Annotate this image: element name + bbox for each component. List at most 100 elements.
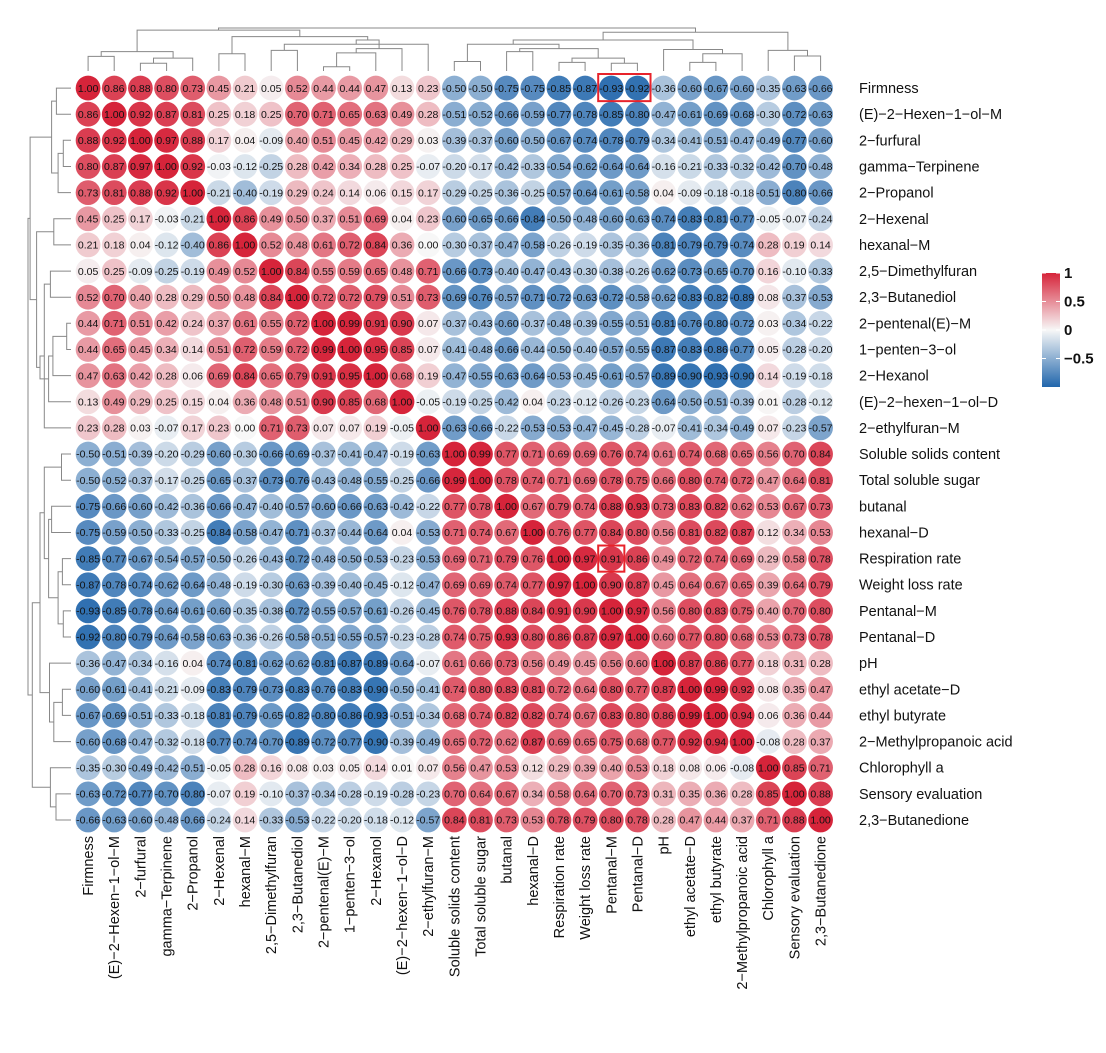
cell-value: 0.44 [810, 710, 831, 722]
cell-circle [206, 441, 232, 467]
cell-circle [651, 206, 676, 232]
cell-circle [363, 363, 389, 389]
cell-value: 0.40 [287, 135, 308, 147]
cell-value: 0.90 [575, 606, 596, 618]
cell-circle [415, 101, 441, 127]
cell-value: 1.00 [523, 527, 544, 539]
column-label: 2−Methylpropanoic acid [735, 836, 751, 990]
cell-circle [389, 75, 415, 101]
cell-circle [75, 127, 101, 153]
cell-value: 0.65 [444, 736, 465, 748]
cell-value: -0.18 [181, 736, 205, 748]
cell-value: 0.66 [470, 658, 491, 670]
dendrogram-branch [55, 87, 71, 115]
cell-value: -0.68 [730, 109, 754, 121]
cell-circle [127, 75, 153, 101]
cell-value: 0.67 [523, 501, 544, 513]
cell-value: -0.92 [76, 632, 100, 644]
cell-value: -0.74 [233, 736, 257, 748]
cell-value: -0.20 [338, 815, 362, 827]
cell-value: 0.68 [366, 396, 387, 408]
cell-value: -0.50 [76, 475, 100, 487]
cell-value: 0.85 [339, 396, 360, 408]
cell-value: 0.83 [706, 606, 727, 618]
cell-value: -0.75 [495, 83, 519, 95]
cell-circle [468, 337, 493, 362]
cell-value: -0.87 [573, 83, 597, 95]
cell-value: -0.84 [521, 213, 545, 225]
cell-value: 1.00 [339, 344, 360, 356]
cell-value: -0.30 [233, 449, 257, 461]
cell-circle [625, 258, 650, 284]
cell-value: -0.69 [442, 292, 466, 304]
cell-circle [546, 520, 572, 545]
cell-circle [389, 258, 415, 284]
column-label: Weight loss rate [578, 836, 594, 940]
cell-value: -0.19 [782, 370, 806, 382]
cell-value: 0.78 [470, 501, 491, 513]
cell-value: 1.00 [732, 736, 753, 748]
cell-circle [625, 389, 650, 415]
cell-value: 0.78 [810, 553, 831, 565]
cell-circle [468, 75, 493, 101]
cell-value: 0.45 [130, 344, 151, 356]
cell-circle [782, 154, 807, 179]
cell-circle [625, 337, 650, 362]
row-label: Firmness [859, 81, 919, 97]
cell-value: -0.78 [573, 109, 597, 121]
cell-value: 0.77 [627, 684, 648, 696]
cell-circle [598, 284, 624, 310]
cell-value: 0.48 [392, 266, 413, 278]
cell-value: -0.09 [128, 266, 152, 278]
cell-value: -0.60 [495, 318, 519, 330]
cell-value: 0.69 [575, 475, 596, 487]
cell-value: 0.82 [496, 710, 517, 722]
cell-value: 0.92 [156, 187, 177, 199]
cell-value: -0.58 [625, 187, 649, 199]
cell-value: -0.55 [625, 344, 649, 356]
cell-value: 0.73 [496, 658, 517, 670]
cell-value: -0.66 [469, 423, 493, 435]
cell-value: 0.99 [444, 475, 465, 487]
cell-value: -0.25 [521, 187, 545, 199]
cell-circle [258, 258, 284, 284]
cell-circle [625, 154, 650, 179]
cell-value: 0.87 [523, 736, 544, 748]
cell-value: 0.47 [78, 370, 99, 382]
cell-value: -0.73 [469, 266, 493, 278]
cell-value: 0.59 [261, 344, 282, 356]
cell-value: 0.62 [496, 736, 517, 748]
cell-value: -0.47 [730, 135, 754, 147]
cell-value: 0.31 [653, 789, 674, 801]
cell-circle [782, 258, 807, 284]
cell-value: -0.34 [704, 423, 728, 435]
cell-value: 0.71 [418, 266, 439, 278]
cell-value: 0.65 [261, 370, 282, 382]
cell-circle [311, 75, 336, 101]
cell-value: -0.23 [625, 396, 649, 408]
cell-value: -0.18 [809, 370, 833, 382]
cell-value: 0.81 [523, 684, 544, 696]
cell-circle [703, 441, 729, 467]
cell-value: -0.07 [416, 658, 440, 670]
cell-value: -0.74 [573, 135, 597, 147]
cell-value: -0.26 [547, 240, 571, 252]
cell-circle [651, 337, 676, 362]
cell-value: 0.64 [470, 789, 491, 801]
cell-circle [598, 520, 624, 545]
dendrogram-branch [36, 231, 54, 368]
cell-value: 0.14 [339, 187, 360, 199]
cell-value: 0.36 [784, 710, 805, 722]
cell-value: 0.37 [810, 736, 831, 748]
cell-circle [415, 520, 441, 545]
cell-value: 0.71 [104, 318, 125, 330]
cell-value: -0.53 [416, 527, 440, 539]
legend-label: 0.5 [1064, 294, 1085, 311]
cell-circle [311, 206, 336, 232]
cell-value: -0.65 [259, 710, 283, 722]
cell-value: 0.07 [758, 423, 779, 435]
cell-circle [782, 180, 807, 206]
cell-circle [311, 389, 336, 415]
cell-circle [782, 441, 807, 467]
cell-circle [782, 363, 807, 389]
